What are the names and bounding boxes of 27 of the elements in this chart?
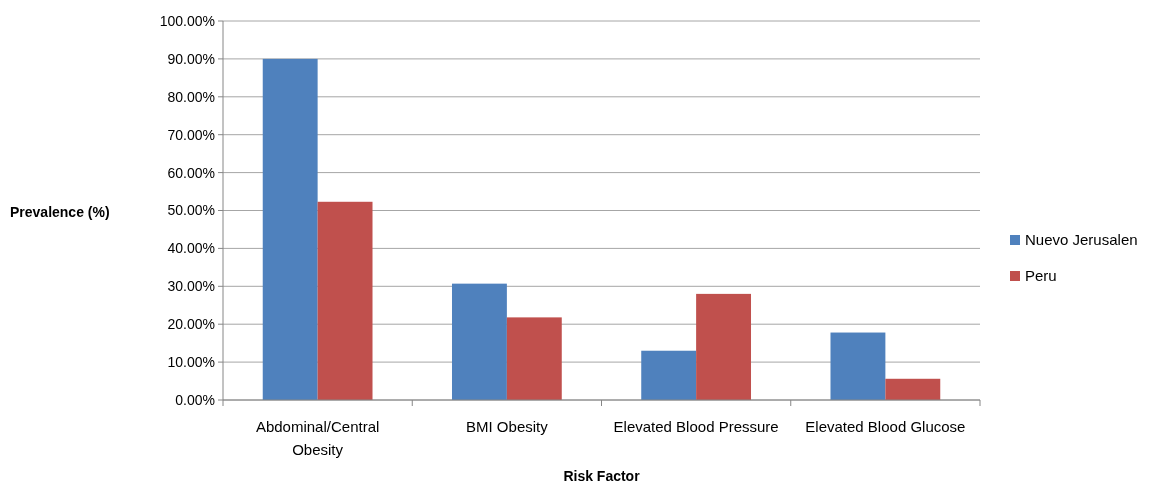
x-tick-label: Elevated Blood Glucose: [805, 418, 966, 435]
legend-label: Peru: [1025, 267, 1057, 285]
bar: [317, 201, 373, 400]
bar: [262, 58, 318, 400]
bar: [696, 293, 752, 400]
x-tick-label: BMI Obesity: [466, 418, 549, 435]
y-tick-label: 100.00%: [159, 12, 215, 29]
y-tick-label: 40.00%: [167, 240, 215, 257]
legend-label: Nuevo Jerusalen: [1025, 231, 1138, 249]
y-tick-label: 70.00%: [167, 126, 215, 143]
y-tick-label: 60.00%: [167, 164, 215, 181]
bar: [641, 350, 697, 400]
bar: [451, 283, 507, 400]
y-tick-label: 90.00%: [167, 50, 215, 67]
y-tick-label: 30.00%: [167, 278, 215, 295]
y-tick-label: 20.00%: [167, 316, 215, 333]
y-tick-label: 50.00%: [167, 202, 215, 219]
y-tick-label: 80.00%: [167, 88, 215, 105]
x-tick-label: Elevated Blood Pressure: [613, 418, 779, 435]
x-tick-label: Abdominal/Central Obesity: [255, 418, 380, 458]
bar: [506, 317, 562, 400]
y-tick-label: 10.00%: [167, 354, 215, 370]
bar: [830, 332, 886, 400]
y-tick-label: 0.00%: [175, 391, 215, 408]
x-axis-title: Risk Factor: [563, 468, 641, 484]
y-axis-title: Prevalence (%): [10, 204, 110, 220]
bar: [885, 378, 941, 400]
